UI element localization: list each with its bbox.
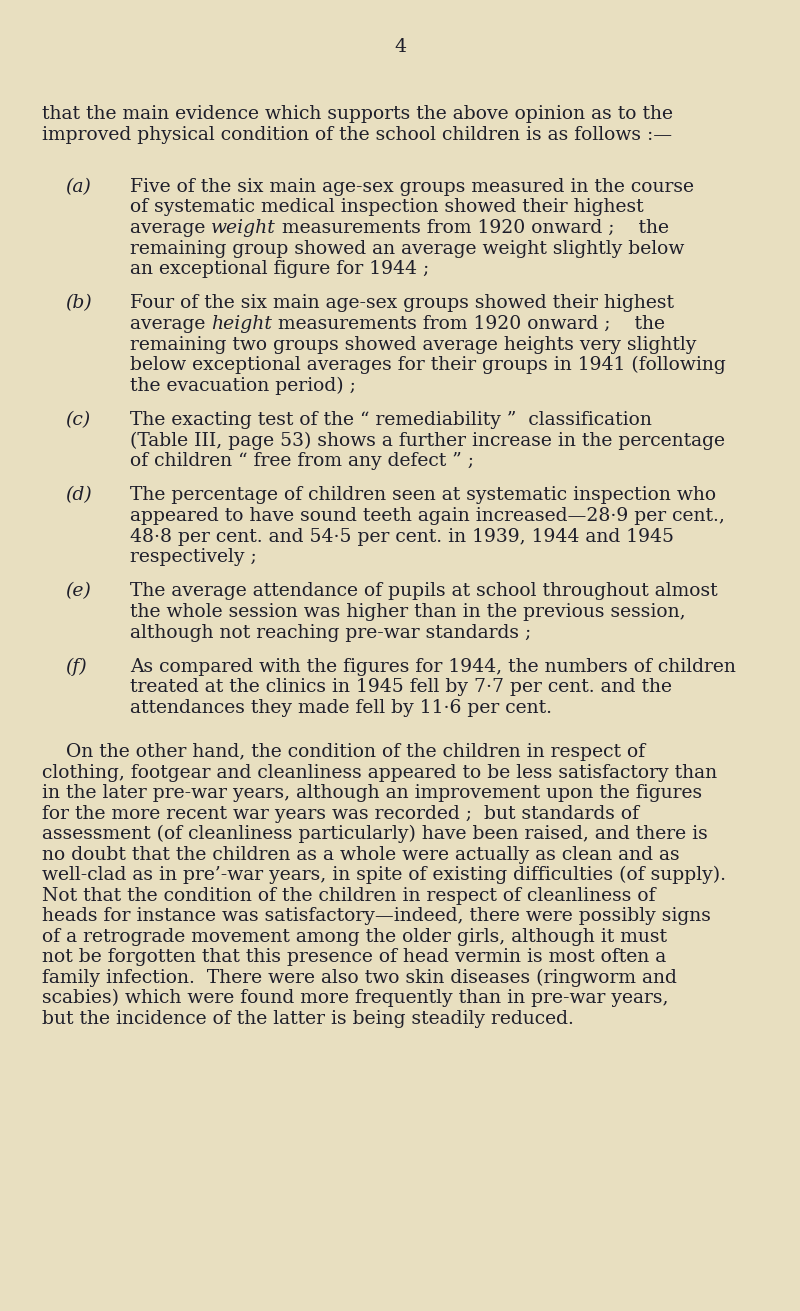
- Text: treated at the clinics in 1945 fell by 7·7 per cent. and the: treated at the clinics in 1945 fell by 7…: [130, 679, 672, 696]
- Text: (c): (c): [65, 412, 90, 429]
- Text: but the incidence of the latter is being steadily reduced.: but the incidence of the latter is being…: [42, 1009, 574, 1028]
- Text: family infection.  There were also two skin diseases (ringworm and: family infection. There were also two sk…: [42, 969, 677, 987]
- Text: (b): (b): [65, 295, 92, 312]
- Text: measurements from 1920 onward ;    the: measurements from 1920 onward ; the: [272, 315, 666, 333]
- Text: The average attendance of pupils at school throughout almost: The average attendance of pupils at scho…: [130, 582, 718, 600]
- Text: remaining two groups showed average heights very slightly: remaining two groups showed average heig…: [130, 336, 696, 354]
- Text: heads for instance was satisfactory—indeed, there were possibly signs: heads for instance was satisfactory—inde…: [42, 907, 711, 926]
- Text: The exacting test of the “ remediability ”  classification: The exacting test of the “ remediability…: [130, 412, 652, 429]
- Text: average: average: [130, 315, 211, 333]
- Text: that the main evidence which supports the above opinion as to the: that the main evidence which supports th…: [42, 105, 673, 123]
- Text: weight: weight: [211, 219, 276, 237]
- Text: measurements from 1920 onward ;    the: measurements from 1920 onward ; the: [276, 219, 669, 237]
- Text: improved physical condition of the school children is as follows :—: improved physical condition of the schoo…: [42, 126, 672, 143]
- Text: of a retrograde movement among the older girls, although it must: of a retrograde movement among the older…: [42, 928, 667, 945]
- Text: although not reaching pre-war standards ;: although not reaching pre-war standards …: [130, 624, 531, 641]
- Text: not be forgotten that this presence of head vermin is most often a: not be forgotten that this presence of h…: [42, 948, 666, 966]
- Text: Five of the six main age-sex groups measured in the course: Five of the six main age-sex groups meas…: [130, 178, 694, 197]
- Text: On the other hand, the condition of the children in respect of: On the other hand, the condition of the …: [42, 743, 645, 762]
- Text: below exceptional averages for their groups in 1941 (following: below exceptional averages for their gro…: [130, 357, 726, 374]
- Text: of children “ free from any defect ” ;: of children “ free from any defect ” ;: [130, 452, 474, 471]
- Text: the evacuation period) ;: the evacuation period) ;: [130, 376, 356, 395]
- Text: average: average: [130, 219, 211, 237]
- Text: appeared to have sound teeth again increased—28·9 per cent.,: appeared to have sound teeth again incre…: [130, 507, 725, 524]
- Text: (e): (e): [65, 582, 91, 600]
- Text: 4: 4: [394, 38, 406, 56]
- Text: Four of the six main age-sex groups showed their highest: Four of the six main age-sex groups show…: [130, 295, 674, 312]
- Text: in the later pre-war years, although an improvement upon the figures: in the later pre-war years, although an …: [42, 784, 702, 802]
- Text: no doubt that the children as a whole were actually as clean and as: no doubt that the children as a whole we…: [42, 846, 680, 864]
- Text: assessment (of cleanliness particularly) have been raised, and there is: assessment (of cleanliness particularly)…: [42, 825, 708, 843]
- Text: (d): (d): [65, 486, 92, 505]
- Text: Not that the condition of the children in respect of cleanliness of: Not that the condition of the children i…: [42, 886, 655, 905]
- Text: (a): (a): [65, 178, 91, 197]
- Text: the whole session was higher than in the previous session,: the whole session was higher than in the…: [130, 603, 686, 621]
- Text: The percentage of children seen at systematic inspection who: The percentage of children seen at syste…: [130, 486, 716, 505]
- Text: for the more recent war years was recorded ;  but standards of: for the more recent war years was record…: [42, 805, 639, 822]
- Text: remaining group showed an average weight slightly below: remaining group showed an average weight…: [130, 240, 684, 257]
- Text: respectively ;: respectively ;: [130, 548, 257, 566]
- Text: 48·8 per cent. and 54·5 per cent. in 1939, 1944 and 1945: 48·8 per cent. and 54·5 per cent. in 193…: [130, 527, 674, 545]
- Text: attendances they made fell by 11·6 per cent.: attendances they made fell by 11·6 per c…: [130, 699, 552, 717]
- Text: As compared with the figures for 1944, the numbers of children: As compared with the figures for 1944, t…: [130, 658, 736, 676]
- Text: scabies) which were found more frequently than in pre-war years,: scabies) which were found more frequentl…: [42, 988, 669, 1007]
- Text: (Table III, page 53) shows a further increase in the percentage: (Table III, page 53) shows a further inc…: [130, 431, 725, 450]
- Text: of systematic medical inspection showed their highest: of systematic medical inspection showed …: [130, 198, 644, 216]
- Text: clothing, footgear and cleanliness appeared to be less satisfactory than: clothing, footgear and cleanliness appea…: [42, 763, 717, 781]
- Text: (f): (f): [65, 658, 86, 676]
- Text: an exceptional figure for 1944 ;: an exceptional figure for 1944 ;: [130, 260, 430, 278]
- Text: well-clad as in pre’-war years, in spite of existing difficulties (of supply).: well-clad as in pre’-war years, in spite…: [42, 867, 726, 885]
- Text: height: height: [211, 315, 272, 333]
